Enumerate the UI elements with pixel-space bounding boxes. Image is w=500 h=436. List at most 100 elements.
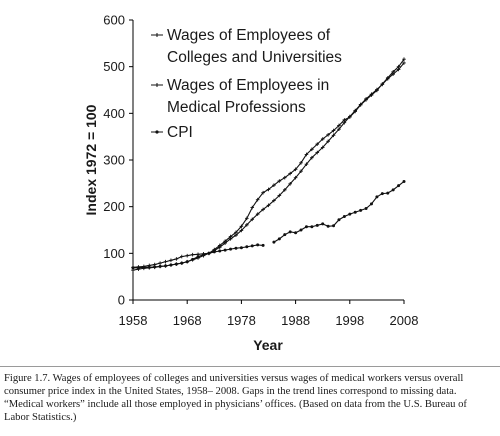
data-point: [348, 115, 352, 119]
y-tick-label: 300: [103, 153, 125, 168]
x-tick-label: 1958: [119, 313, 148, 328]
data-point: [266, 203, 271, 208]
data-point: [326, 139, 330, 144]
data-point: [304, 162, 309, 166]
data-point: [131, 266, 135, 270]
data-point: [169, 263, 173, 267]
data-point: [239, 228, 244, 233]
data-point: [337, 218, 341, 222]
data-point: [321, 222, 325, 226]
data-point: [315, 223, 319, 227]
data-point: [169, 258, 173, 263]
data-point: [342, 118, 347, 122]
data-point: [255, 212, 260, 216]
legend-item-1: Wages of Employees of Colleges and Univer…: [151, 27, 342, 66]
data-point: [201, 253, 205, 257]
data-point: [272, 198, 276, 203]
data-point: [266, 187, 271, 192]
data-point: [288, 230, 292, 234]
data-point: [174, 257, 179, 261]
legend-label-line: CPI: [167, 124, 193, 141]
data-point: [369, 93, 374, 97]
data-point: [234, 246, 238, 250]
x-axis-title: Year: [253, 337, 283, 353]
x-ticks: 1958 1968 1978 1988 1998 2008: [119, 300, 419, 328]
data-point: [153, 265, 157, 269]
data-point: [358, 103, 363, 107]
y-tick-label: 400: [103, 106, 125, 121]
plot-area: [131, 57, 406, 272]
data-point: [158, 261, 162, 265]
data-point: [250, 244, 254, 248]
data-point: [397, 184, 401, 188]
legend-label-line: Colleges and Universities: [167, 49, 342, 66]
data-point: [207, 251, 211, 255]
data-point: [250, 217, 255, 222]
data-point: [353, 210, 357, 214]
data-point: [380, 192, 384, 196]
data-point: [385, 76, 390, 80]
data-point: [185, 253, 189, 258]
data-point: [217, 243, 222, 248]
data-point: [277, 193, 282, 198]
data-point: [136, 266, 140, 270]
data-point: [180, 261, 184, 265]
data-point: [190, 252, 195, 257]
data-point: [272, 183, 276, 187]
data-point: [261, 243, 265, 247]
data-point: [375, 195, 379, 199]
data-point: [299, 161, 303, 165]
data-point: [402, 57, 406, 61]
data-point: [369, 202, 373, 206]
data-point: [158, 264, 162, 268]
legend-item-2: Wages of Employees in Medical Professions: [151, 77, 329, 116]
data-point: [191, 257, 195, 261]
data-point: [310, 225, 314, 229]
data-point: [185, 260, 189, 264]
x-tick-label: 1978: [227, 313, 256, 328]
data-point: [245, 216, 249, 221]
data-point: [228, 234, 233, 239]
data-point: [299, 228, 303, 232]
data-point: [402, 179, 406, 183]
data-point: [288, 182, 292, 186]
legend-label-line: Medical Professions: [167, 99, 306, 116]
legend-key-marker: [155, 130, 159, 134]
x-tick-label: 1998: [335, 313, 364, 328]
data-point: [315, 142, 320, 146]
data-point: [375, 88, 379, 93]
data-point: [364, 98, 368, 102]
data-point: [304, 225, 308, 229]
data-point: [364, 207, 368, 211]
data-point: [239, 246, 243, 250]
data-point: [396, 64, 401, 69]
data-point: [326, 133, 330, 137]
data-point: [142, 265, 146, 269]
data-point: [293, 175, 298, 180]
data-point: [402, 61, 406, 65]
x-tick-label: 1988: [281, 313, 310, 328]
caption-divider: [0, 366, 500, 367]
data-point: [164, 264, 168, 268]
y-tick-label: 0: [118, 293, 125, 308]
data-point: [179, 254, 184, 259]
data-point: [310, 155, 314, 160]
data-point: [245, 245, 249, 249]
legend-label-line: Wages of Employees of: [167, 27, 331, 44]
x-tick-label: 2008: [390, 313, 419, 328]
y-axis-title: Index 1972 = 100: [83, 104, 99, 215]
data-point: [229, 247, 233, 251]
y-tick-label: 600: [103, 13, 125, 28]
data-point: [250, 205, 255, 210]
y-tick-label: 200: [103, 199, 125, 214]
data-point: [282, 175, 287, 180]
data-point: [332, 224, 336, 228]
data-point: [282, 188, 287, 192]
data-point: [315, 150, 320, 155]
data-point: [380, 82, 385, 86]
data-point: [272, 240, 276, 244]
data-point: [277, 179, 282, 183]
data-point: [218, 249, 222, 253]
legend-item-3: CPI: [151, 124, 193, 141]
data-point: [326, 224, 330, 228]
